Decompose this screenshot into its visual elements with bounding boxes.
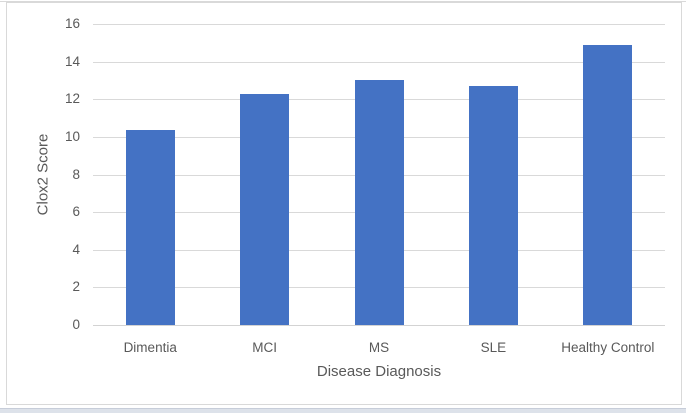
top-divider-line: [0, 1, 686, 2]
plot-area: [93, 24, 665, 326]
y-tick-label: 0: [72, 317, 80, 332]
x-category-label: Dimentia: [123, 340, 177, 355]
x-axis-category-labels: Dimentia MCI MS SLE Healthy Control: [93, 339, 665, 357]
bar-healthy-control: [583, 44, 633, 325]
y-tick-label: 6: [72, 204, 80, 219]
y-tick-label: 16: [64, 16, 80, 31]
bar-dimentia: [125, 130, 175, 325]
bar-slot: [551, 24, 665, 325]
x-category-label: MCI: [252, 340, 277, 355]
y-tick-label: 12: [64, 91, 80, 106]
bottom-window-edge: [0, 408, 686, 413]
bar-slot: [436, 24, 550, 325]
chart-frame: Clox2 Score 0 2 4 6 8 10 12 14 16 Dimentia MCI MS S…: [6, 2, 682, 405]
x-category-label: SLE: [480, 340, 507, 355]
bar-mci: [240, 93, 290, 325]
bar-slot: [322, 24, 436, 325]
bar-slot: [93, 24, 207, 325]
y-tick-label: 10: [64, 129, 80, 144]
bar-ms: [354, 80, 404, 325]
y-tick-label: 4: [72, 242, 80, 257]
gridline: [93, 62, 665, 63]
x-category-label: MS: [368, 340, 390, 355]
bars-layer: [93, 24, 665, 325]
x-category-label: Healthy Control: [561, 340, 655, 355]
bar-sle: [468, 86, 518, 325]
x-axis-title: Disease Diagnosis: [316, 363, 442, 380]
y-tick-label: 2: [72, 279, 80, 294]
gridline: [93, 24, 665, 25]
y-tick-label: 8: [72, 167, 80, 182]
y-tick-label: 14: [64, 54, 80, 69]
bar-slot: [207, 24, 321, 325]
